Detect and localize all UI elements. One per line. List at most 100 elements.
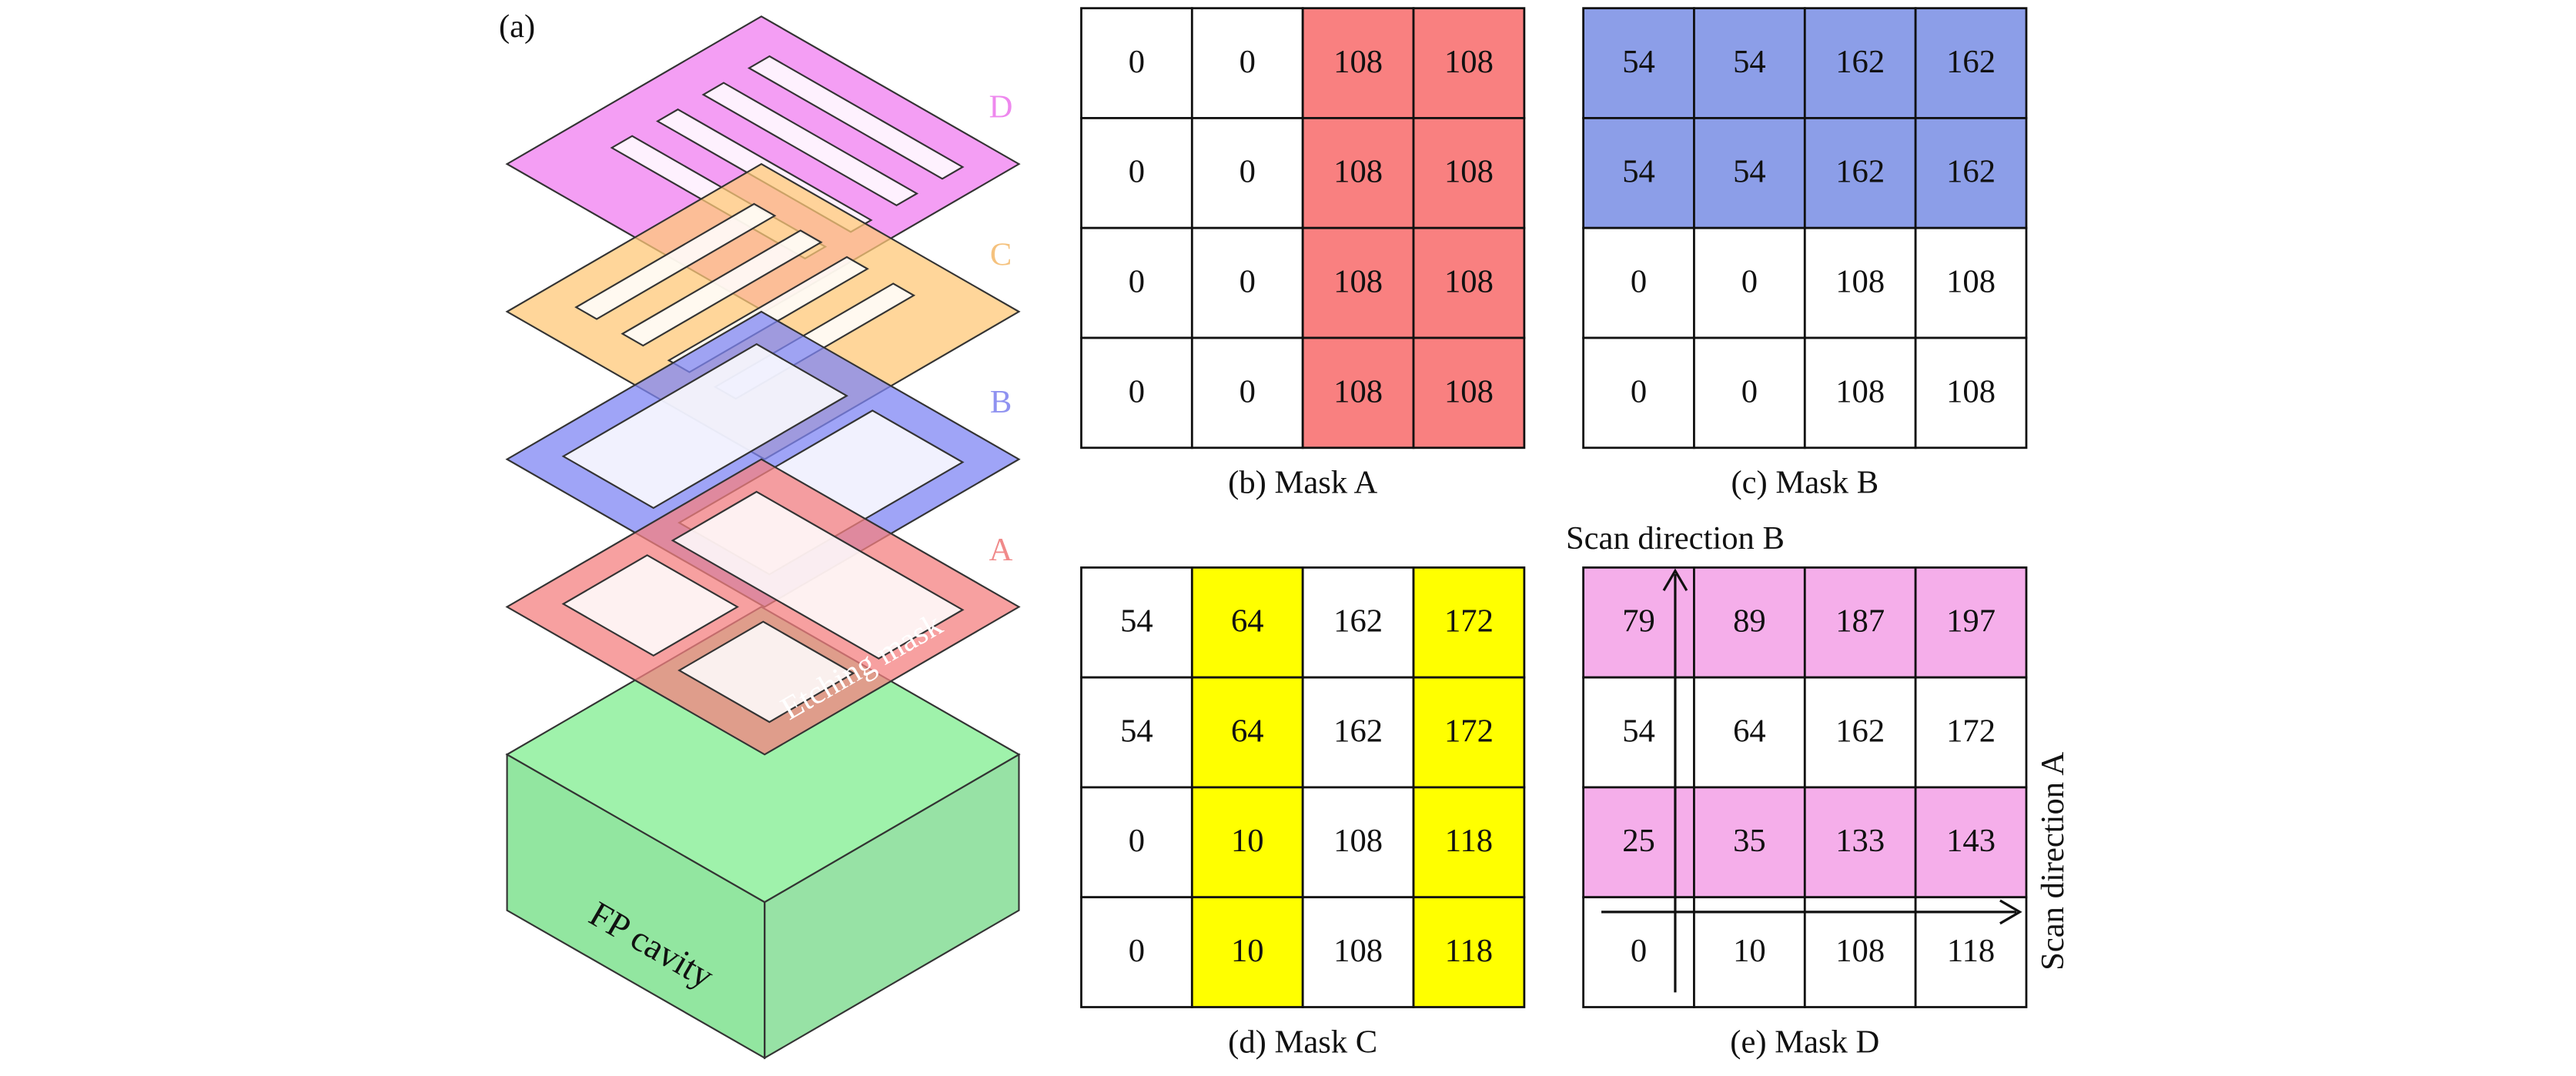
arrow-head [1999,899,2022,925]
cell-value: 162 [1835,713,1885,749]
table-caption: (c) Mask B [1731,465,1878,501]
cell-value: 108 [1444,373,1494,409]
cell-value: 162 [1835,154,1885,190]
layer-plate [505,458,1021,756]
cell-value: 108 [1333,154,1383,190]
cell-value: 10 [1231,933,1264,969]
cell-value: 162 [1333,603,1383,640]
table-cell [1412,117,1526,229]
table-caption: (e) Mask D [1730,1024,1879,1060]
scan-direction-a: Scan direction A [2035,752,2071,971]
cell-value: 108 [1444,264,1494,300]
cell-value: 25 [1622,823,1655,859]
table-cell [1693,336,1806,449]
table-cell [1190,336,1304,449]
cell-value: 108 [1333,933,1383,969]
cell-value: 54 [1733,44,1766,80]
table-cell [1803,676,1917,789]
table-cell [1582,7,1695,119]
cell-value: 0 [1239,264,1256,300]
cell-value: 54 [1120,713,1153,749]
cell-value: 54 [1622,44,1655,80]
cell-value: 108 [1946,373,1996,409]
table-cell [1914,7,2028,119]
cell-value: 0 [1239,373,1256,409]
table-cell [1412,336,1526,449]
layer-label: B [990,384,1012,420]
cell-value: 118 [1445,823,1493,859]
table-cell [1914,896,2028,1008]
cell-value: 133 [1835,823,1885,859]
cell-value: 108 [1835,264,1885,300]
cell-value: 172 [1444,713,1494,749]
cell-value: 118 [1947,933,1995,969]
arrow-head [1662,568,1688,592]
table-caption: (b) Mask A [1228,465,1377,501]
panel-label: (a) [499,8,535,45]
cell-value: 108 [1333,373,1383,409]
scan-direction-b: Scan direction B [1566,520,1785,556]
cell-value: 108 [1444,154,1494,190]
cell-value: 0 [1129,44,1145,80]
table-cell [1803,896,1917,1008]
table-cell [1914,336,2028,449]
table-cell [1190,117,1304,229]
cell-value: 197 [1946,603,1996,640]
cell-value: 118 [1445,933,1493,969]
table-cell [1080,896,1193,1008]
layer-slot [621,229,823,347]
layer-slot [671,490,965,660]
table-cell [1693,566,1806,679]
cell-value: 162 [1835,44,1885,80]
table-cell [1301,7,1415,119]
cell-value: 35 [1733,823,1766,859]
table-caption: (d) Mask C [1228,1024,1377,1060]
table-cell [1080,117,1193,229]
table-cell [1080,226,1193,339]
table-cell [1803,336,1917,449]
cell-value: 64 [1231,603,1264,640]
table-cell [1190,896,1304,1008]
cell-value: 0 [1129,264,1145,300]
table-cell [1412,226,1526,339]
cell-value: 10 [1733,933,1766,969]
table-cell [1190,786,1304,899]
table-cell [1412,566,1526,679]
table-cell [1190,676,1304,789]
table-cell [1301,566,1415,679]
cell-value: 108 [1333,44,1383,80]
cell-value: 187 [1835,603,1885,640]
cell-value: 64 [1231,713,1264,749]
table-cell [1582,336,1695,449]
cell-value: 0 [1631,373,1647,409]
cell-value: 0 [1631,933,1647,969]
cell-value: 108 [1946,264,1996,300]
layer-slot [561,343,848,510]
cell-value: 54 [1622,154,1655,190]
layer-slot [747,55,965,180]
cell-value: 0 [1129,154,1145,190]
table-cell [1914,676,2028,789]
layer-slot [561,554,739,657]
table-cell [1190,566,1304,679]
layer-label: C [990,236,1012,272]
table-cell [1301,117,1415,229]
cell-value: 108 [1333,264,1383,300]
cell-value: 0 [1631,264,1647,300]
cell-value: 0 [1129,373,1145,409]
cell-value: 162 [1946,44,1996,80]
cell-value: 10 [1231,823,1264,859]
cell-value: 172 [1444,603,1494,640]
cell-value: 0 [1239,44,1256,80]
cell-value: 54 [1733,154,1766,190]
table-cell [1412,676,1526,789]
layer-slot [574,202,777,320]
cell-value: 108 [1835,373,1885,409]
cell-value: 0 [1741,264,1758,300]
table-cell [1301,226,1415,339]
table-cell [1582,226,1695,339]
cell-value: 0 [1129,823,1145,859]
layer-slot [701,82,919,207]
cell-value: 54 [1622,713,1655,749]
